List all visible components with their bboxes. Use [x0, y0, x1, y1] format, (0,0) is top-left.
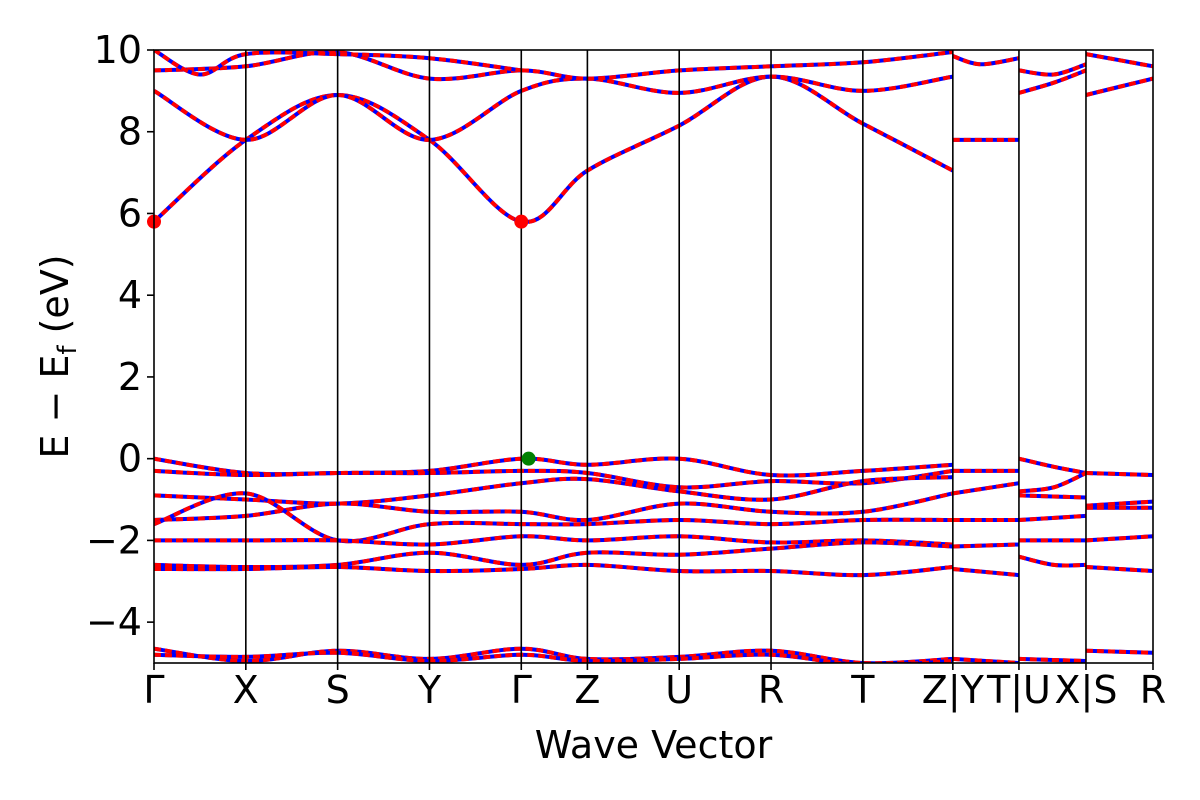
band-line-spin-down: [154, 74, 954, 224]
x-tick-label: Γ: [143, 668, 164, 712]
y-axis-label-subscript: f: [53, 345, 83, 355]
band-line-spin-up: [1018, 456, 1087, 475]
band-line-spin-up: [952, 481, 1020, 496]
x-tick-label: R: [1140, 668, 1166, 712]
band-line-spin-up: [1018, 554, 1087, 568]
y-axis-label-unit: (eV): [33, 254, 77, 345]
y-tick-label: −4: [86, 600, 142, 644]
band-line-spin-up: [1085, 565, 1153, 573]
band-line-spin-up: [1085, 52, 1153, 69]
plot-frame: [153, 49, 1154, 664]
band-line-spin-up: [952, 54, 1020, 67]
band-line-spin-up: [1085, 648, 1153, 655]
x-ticks: Γ X S Y Γ Z U R T Z|Y T|U X|S R: [143, 663, 1166, 713]
x-tick-label: Z: [574, 668, 600, 712]
x-tick-label: U: [665, 668, 693, 712]
y-tick-label: 0: [118, 437, 142, 481]
band-line-spin-up: [154, 475, 953, 506]
cbm-marker: [514, 214, 529, 229]
band-line-spin-up: [154, 491, 953, 544]
band-line-spin-up: [1018, 471, 1087, 494]
x-tick-label: X|S: [1054, 668, 1117, 713]
x-tick-label: Z|Y: [922, 668, 985, 713]
band-line-spin-up: [1085, 534, 1153, 543]
band-line-spin-up: [154, 50, 522, 77]
x-tick-label: R: [758, 668, 784, 712]
band-line-spin-up: [154, 50, 954, 82]
y-tick-label: −2: [86, 518, 142, 562]
band-line-spin-up: [1085, 471, 1153, 477]
extrema-markers: [147, 214, 536, 466]
y-ticks: −4 −2 0 2 4 6 8 10: [86, 28, 154, 644]
bands-layer: [154, 50, 1153, 663]
x-tick-label: Γ: [511, 668, 532, 712]
band-line-spin-up: [154, 468, 954, 490]
y-axis-label: E − Ef (eV): [33, 254, 83, 458]
y-axis-label-main: E − E: [33, 355, 77, 459]
band-line-spin-up: [1018, 68, 1087, 95]
band-line-spin-up: [1085, 499, 1153, 508]
x-tick-label: T|U: [986, 668, 1051, 713]
x-tick-label: S: [326, 668, 350, 712]
band-line-spin-up: [154, 491, 954, 523]
band-line-spin-up: [1018, 62, 1087, 77]
band-line-spin-up: [1018, 493, 1087, 500]
kpoint-lines: [245, 50, 1087, 663]
band-line-spin-up: [154, 74, 954, 224]
band-line-spin-up: [154, 74, 954, 142]
band-line-spin-up: [1018, 656, 1087, 663]
x-tick-label: X: [233, 668, 259, 712]
x-axis-label: Wave Vector: [535, 723, 773, 767]
band-line-spin-up: [952, 542, 1019, 549]
x-tick-label: T: [850, 668, 875, 712]
vbm-marker: [521, 451, 536, 466]
band-line-spin-up: [154, 650, 953, 663]
y-tick-label: 2: [118, 355, 142, 399]
band-line-spin-up: [154, 540, 953, 570]
band-line-spin-up: [154, 562, 953, 578]
y-tick-label: 4: [118, 273, 142, 317]
band-line-spin-up: [154, 534, 953, 547]
x-tick-label: Y: [417, 668, 442, 712]
band-line-spin-up: [952, 567, 1020, 578]
y-tick-label: 6: [118, 191, 142, 235]
band-line-spin-up: [1018, 513, 1087, 522]
band-line-spin-down: [154, 540, 953, 570]
band-line-spin-up: [1085, 76, 1153, 97]
y-tick-label: 10: [94, 28, 142, 72]
y-tick-label: 8: [118, 110, 142, 154]
